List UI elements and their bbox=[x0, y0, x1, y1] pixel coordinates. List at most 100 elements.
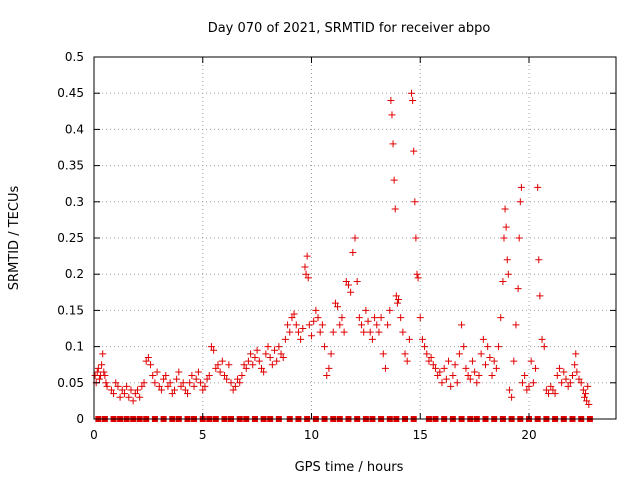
data-point bbox=[227, 379, 235, 387]
data-point bbox=[342, 277, 350, 285]
data-point bbox=[234, 375, 242, 383]
data-point bbox=[401, 350, 409, 358]
data-point bbox=[409, 96, 417, 104]
data-point bbox=[387, 96, 395, 104]
data-point bbox=[381, 364, 389, 372]
data-point bbox=[134, 386, 141, 394]
data-point bbox=[100, 368, 108, 376]
data-point bbox=[177, 382, 185, 390]
data-point bbox=[517, 183, 525, 191]
data-point bbox=[510, 357, 518, 365]
y-tick-label: 0.3 bbox=[65, 195, 84, 209]
data-point bbox=[120, 390, 128, 398]
data-point bbox=[397, 314, 405, 322]
data-point bbox=[416, 314, 424, 322]
data-point bbox=[125, 393, 133, 401]
data-point bbox=[301, 263, 309, 271]
data-point bbox=[434, 372, 442, 380]
data-point bbox=[390, 176, 398, 184]
data-point bbox=[490, 357, 498, 365]
data-point bbox=[579, 386, 587, 394]
data-point bbox=[464, 372, 472, 380]
data-point bbox=[281, 335, 289, 343]
data-point bbox=[194, 368, 202, 376]
data-point bbox=[423, 350, 431, 358]
data-point bbox=[127, 386, 135, 394]
data-point bbox=[308, 332, 315, 340]
data-point bbox=[262, 350, 270, 358]
data-point bbox=[303, 252, 311, 260]
data-point bbox=[214, 361, 222, 369]
data-point bbox=[523, 386, 531, 394]
data-point bbox=[251, 353, 259, 361]
data-point bbox=[573, 368, 581, 376]
data-point bbox=[569, 372, 576, 380]
data-point bbox=[384, 321, 392, 329]
data-point bbox=[515, 234, 523, 242]
data-point bbox=[238, 372, 246, 380]
y-tick-label: 0.15 bbox=[57, 303, 84, 317]
y-tick-label: 0.5 bbox=[65, 50, 84, 64]
data-point bbox=[249, 361, 257, 369]
data-point bbox=[212, 364, 220, 372]
data-point bbox=[555, 364, 563, 372]
data-point bbox=[155, 382, 163, 390]
data-point bbox=[101, 372, 109, 380]
data-point bbox=[575, 375, 583, 383]
data-point bbox=[408, 89, 416, 97]
data-point bbox=[181, 386, 189, 394]
data-point bbox=[179, 379, 187, 387]
data-point bbox=[221, 372, 228, 380]
data-point bbox=[497, 314, 505, 322]
x-axis-label: GPS time / hours bbox=[295, 460, 404, 475]
data-point bbox=[199, 386, 207, 394]
data-point bbox=[542, 386, 550, 394]
data-point bbox=[129, 397, 137, 405]
data-point bbox=[331, 299, 339, 307]
data-point bbox=[377, 314, 385, 322]
y-tick-label: 0.2 bbox=[65, 267, 84, 281]
data-point bbox=[373, 321, 381, 329]
data-point bbox=[527, 357, 535, 365]
data-point bbox=[362, 306, 370, 314]
data-point bbox=[536, 292, 544, 300]
data-point bbox=[477, 350, 485, 358]
data-point bbox=[571, 361, 579, 369]
data-point bbox=[236, 379, 244, 387]
data-point bbox=[277, 350, 285, 358]
data-point bbox=[445, 357, 453, 365]
data-point bbox=[462, 364, 470, 372]
y-tick-label: 0.35 bbox=[57, 159, 84, 173]
data-point bbox=[160, 375, 168, 383]
data-point bbox=[325, 364, 333, 372]
data-point bbox=[162, 372, 170, 380]
data-point bbox=[413, 270, 421, 278]
data-point bbox=[375, 328, 383, 336]
data-point bbox=[257, 364, 265, 372]
data-point bbox=[392, 292, 400, 300]
data-point bbox=[431, 364, 439, 372]
data-point bbox=[410, 147, 418, 155]
data-point bbox=[553, 372, 561, 380]
data-point bbox=[399, 328, 407, 336]
data-point bbox=[540, 343, 548, 351]
data-point bbox=[310, 317, 318, 325]
data-point bbox=[305, 321, 313, 329]
data-point bbox=[131, 390, 139, 398]
data-point bbox=[482, 361, 489, 369]
data-point bbox=[503, 256, 511, 264]
data-point bbox=[564, 382, 572, 390]
data-point bbox=[153, 368, 161, 376]
data-point bbox=[562, 375, 570, 383]
data-point bbox=[449, 372, 457, 380]
data-point bbox=[173, 375, 181, 383]
data-point bbox=[577, 379, 585, 387]
data-point bbox=[412, 234, 420, 242]
data-point bbox=[538, 335, 546, 343]
data-point bbox=[429, 361, 437, 369]
data-point bbox=[353, 277, 361, 285]
data-point bbox=[271, 346, 279, 354]
data-point bbox=[500, 234, 508, 242]
y-tick-label: 0.25 bbox=[57, 231, 84, 245]
